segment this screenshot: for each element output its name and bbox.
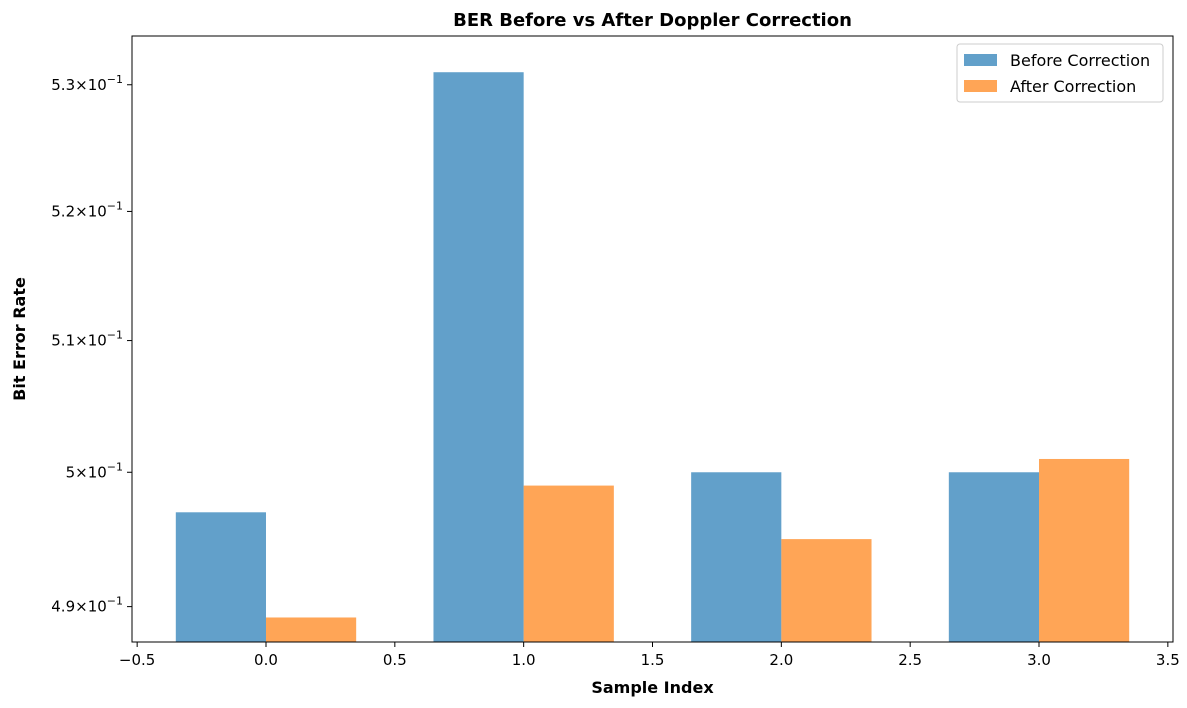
x-tick-label: 3.0 — [1027, 651, 1051, 669]
chart-title: BER Before vs After Doppler Correction — [453, 10, 852, 31]
bar-after-0 — [265, 617, 357, 642]
legend: Before Correction After Correction — [956, 43, 1164, 103]
x-tick-label: 2.5 — [898, 651, 922, 669]
bar-before-3 — [948, 472, 1040, 642]
x-tick-label: 3.5 — [1156, 651, 1180, 669]
axes-layer: −0.5 0.0 0.5 1.0 1.5 2.0 2.5 3.0 3.5 4.9×10−1 5×10… — [51, 35, 1180, 669]
x-tick-label: 1.5 — [641, 651, 665, 669]
x-tick-label: 0.0 — [254, 651, 278, 669]
legend-swatch-0 — [964, 54, 997, 66]
bar-after-1 — [523, 485, 614, 642]
x-tick-label: 1.0 — [512, 651, 536, 669]
y-tick-label: 5.2×10−1 — [51, 199, 123, 220]
bar-after-2 — [781, 539, 872, 642]
x-tick-label: 2.0 — [769, 651, 793, 669]
legend-swatch-1 — [964, 80, 997, 92]
bar-before-0 — [175, 512, 266, 642]
legend-label-0: Before Correction — [1010, 51, 1150, 70]
y-tick-label: 5.3×10−1 — [51, 73, 123, 94]
bar-before-1 — [433, 72, 524, 643]
series-1 — [265, 458, 1130, 642]
legend-box — [956, 43, 1164, 103]
y-axis-label: Bit Error Rate — [10, 277, 29, 401]
y-tick-label: 5.1×10−1 — [51, 329, 123, 350]
bar-after-3 — [1039, 458, 1130, 642]
series-0 — [175, 72, 1040, 643]
x-axis-label: Sample Index — [591, 678, 714, 697]
bars-layer — [175, 72, 1130, 643]
y-tick-label: 5×10−1 — [66, 460, 123, 481]
x-tick-label: −0.5 — [119, 651, 155, 669]
bar-before-2 — [691, 472, 782, 642]
x-tick-label: 0.5 — [383, 651, 407, 669]
y-tick-label: 4.9×10−1 — [51, 595, 123, 616]
legend-label-1: After Correction — [1010, 77, 1136, 96]
